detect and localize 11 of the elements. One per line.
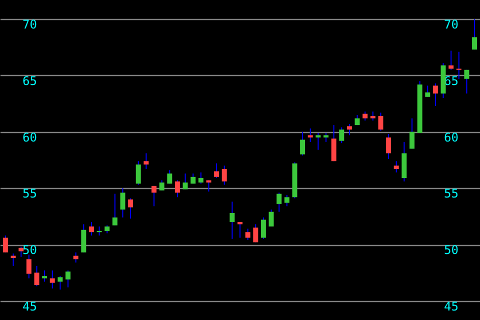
y2-tick-label: 70 bbox=[444, 18, 458, 32]
y-tick-label: 65 bbox=[22, 74, 37, 88]
y-tick-label: 70 bbox=[22, 18, 37, 32]
y-tick-label: 45 bbox=[22, 299, 37, 314]
y-tick-label: 60 bbox=[22, 130, 37, 144]
y2-tick-label: 45 bbox=[444, 299, 458, 314]
y2-tick-label: 60 bbox=[444, 130, 458, 144]
y-tick-label: 55 bbox=[22, 186, 37, 201]
y-tick-label: 50 bbox=[22, 243, 37, 258]
y2-tick-label: 55 bbox=[444, 186, 458, 201]
y2-tick-label: 50 bbox=[444, 243, 458, 258]
